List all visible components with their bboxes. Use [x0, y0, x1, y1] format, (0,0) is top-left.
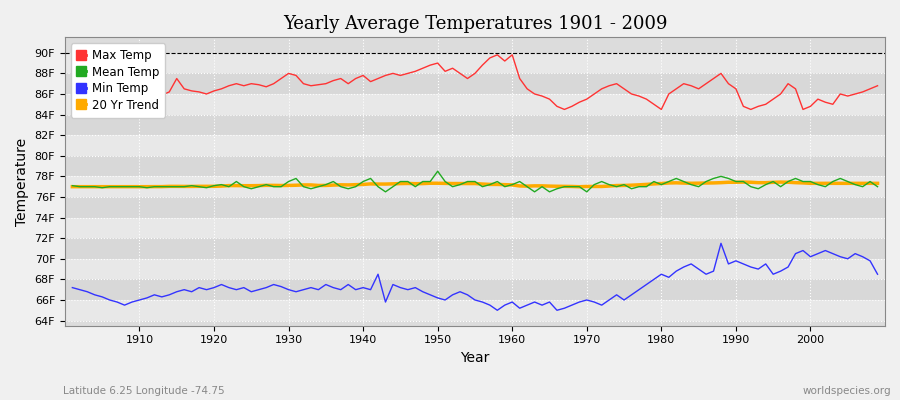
Bar — [65, 218, 885, 238]
Bar — [65, 114, 885, 135]
Bar — [65, 259, 885, 279]
Bar — [65, 197, 885, 218]
Title: Yearly Average Temperatures 1901 - 2009: Yearly Average Temperatures 1901 - 2009 — [283, 15, 667, 33]
Bar — [65, 53, 885, 73]
Bar — [65, 238, 885, 259]
Bar — [65, 279, 885, 300]
Bar — [65, 94, 885, 114]
Legend: Max Temp, Mean Temp, Min Temp, 20 Yr Trend: Max Temp, Mean Temp, Min Temp, 20 Yr Tre… — [71, 43, 166, 118]
Bar — [65, 176, 885, 197]
Text: Latitude 6.25 Longitude -74.75: Latitude 6.25 Longitude -74.75 — [63, 386, 225, 396]
Bar — [65, 135, 885, 156]
Bar — [65, 73, 885, 94]
Bar — [65, 156, 885, 176]
Bar — [65, 300, 885, 320]
Y-axis label: Temperature: Temperature — [15, 138, 29, 226]
X-axis label: Year: Year — [460, 351, 490, 365]
Text: worldspecies.org: worldspecies.org — [803, 386, 891, 396]
